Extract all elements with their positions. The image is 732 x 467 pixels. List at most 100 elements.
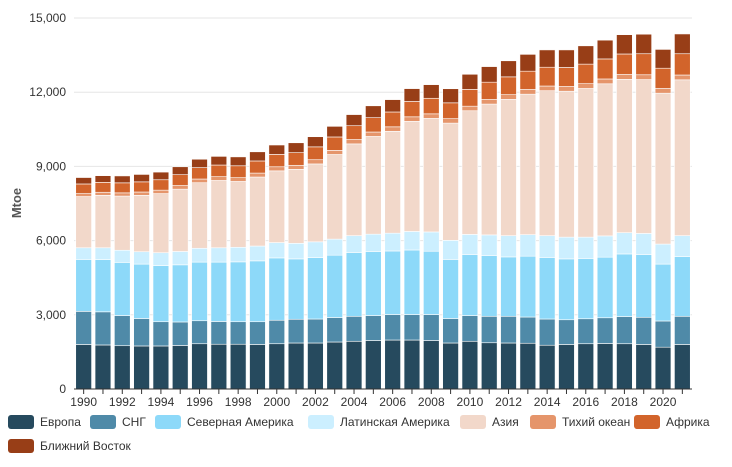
bar-segment[interactable] <box>481 81 498 100</box>
legend-item[interactable]: Тихий океан <box>530 413 630 431</box>
bar-segment[interactable] <box>500 342 517 390</box>
bar-segment[interactable] <box>500 60 517 78</box>
bar-segment[interactable] <box>307 159 324 165</box>
bar-segment[interactable] <box>114 315 131 347</box>
bar-segment[interactable] <box>596 83 614 237</box>
bar-segment[interactable] <box>538 344 556 390</box>
bar-segment[interactable] <box>635 74 652 80</box>
bar-segment[interactable] <box>519 255 537 318</box>
bar-segment[interactable] <box>152 321 170 347</box>
bar-segment[interactable] <box>577 83 594 89</box>
bar-segment[interactable] <box>500 235 517 258</box>
bar-segment[interactable] <box>287 318 305 344</box>
bar-segment[interactable] <box>635 316 652 345</box>
bar-segment[interactable] <box>268 257 285 321</box>
bar-segment[interactable] <box>442 118 459 124</box>
bar-segment[interactable] <box>442 342 459 390</box>
bar-segment[interactable] <box>172 166 189 175</box>
bar-segment[interactable] <box>616 232 633 255</box>
bar-segment[interactable] <box>616 253 633 317</box>
bar-segment[interactable] <box>191 178 208 184</box>
bar-segment[interactable] <box>674 315 691 345</box>
bar-segment[interactable] <box>307 342 324 390</box>
bar-segment[interactable] <box>345 252 363 317</box>
bar-segment[interactable] <box>75 247 92 260</box>
bar-segment[interactable] <box>519 93 537 235</box>
bar-segment[interactable] <box>654 49 672 69</box>
bar-segment[interactable] <box>365 117 382 133</box>
bar-segment[interactable] <box>596 58 614 80</box>
bar-segment[interactable] <box>403 231 421 251</box>
bar-segment[interactable] <box>268 166 285 172</box>
bar-segment[interactable] <box>674 74 691 81</box>
bar-segment[interactable] <box>287 142 305 153</box>
bar-segment[interactable] <box>191 261 208 322</box>
bar-segment[interactable] <box>596 39 614 60</box>
bar-segment[interactable] <box>616 79 633 233</box>
bar-segment[interactable] <box>558 90 575 238</box>
bar-segment[interactable] <box>152 179 170 191</box>
bar-segment[interactable] <box>365 251 382 316</box>
bar-segment[interactable] <box>152 252 170 266</box>
bar-segment[interactable] <box>654 67 672 89</box>
legend-item[interactable]: СНГ <box>90 413 146 431</box>
bar-segment[interactable] <box>345 340 363 390</box>
bar-segment[interactable] <box>365 105 382 118</box>
bar-segment[interactable] <box>423 314 440 341</box>
bar-segment[interactable] <box>94 175 112 183</box>
bar-segment[interactable] <box>461 340 479 390</box>
bar-segment[interactable] <box>384 314 401 341</box>
bar-segment[interactable] <box>229 181 247 248</box>
bar-segment[interactable] <box>674 235 691 257</box>
bar-segment[interactable] <box>538 318 556 346</box>
bar-segment[interactable] <box>423 340 440 390</box>
bar-segment[interactable] <box>577 343 594 390</box>
bar-segment[interactable] <box>481 315 498 344</box>
bar-segment[interactable] <box>307 136 324 148</box>
bar-segment[interactable] <box>210 343 228 390</box>
bar-segment[interactable] <box>654 320 672 348</box>
bar-segment[interactable] <box>365 340 382 390</box>
bar-segment[interactable] <box>481 255 498 317</box>
bar-segment[interactable] <box>133 191 150 196</box>
bar-segment[interactable] <box>481 342 498 390</box>
bar-segment[interactable] <box>326 136 343 151</box>
bar-segment[interactable] <box>403 116 421 122</box>
bar-segment[interactable] <box>423 250 440 315</box>
bar-segment[interactable] <box>268 242 285 259</box>
bar-segment[interactable] <box>249 321 266 345</box>
bar-segment[interactable] <box>674 79 691 236</box>
bar-segment[interactable] <box>423 97 440 115</box>
bar-segment[interactable] <box>191 182 208 249</box>
bar-segment[interactable] <box>268 144 285 155</box>
bar-segment[interactable] <box>442 122 459 241</box>
bar-segment[interactable] <box>133 345 150 390</box>
bar-segment[interactable] <box>365 131 382 137</box>
bar-segment[interactable] <box>268 343 285 390</box>
bar-segment[interactable] <box>500 256 517 317</box>
bar-segment[interactable] <box>287 164 305 170</box>
bar-segment[interactable] <box>500 94 517 100</box>
bar-segment[interactable] <box>365 233 382 252</box>
bar-segment[interactable] <box>403 88 421 102</box>
bar-segment[interactable] <box>326 154 343 240</box>
legend-item[interactable]: Ближний Восток <box>8 437 131 455</box>
bar-segment[interactable] <box>210 180 228 249</box>
bar-segment[interactable] <box>114 182 131 194</box>
bar-segment[interactable] <box>249 176 266 247</box>
bar-segment[interactable] <box>94 195 112 249</box>
bar-segment[interactable] <box>635 53 652 76</box>
bar-segment[interactable] <box>558 67 575 87</box>
bar-segment[interactable] <box>114 195 131 251</box>
bar-segment[interactable] <box>210 176 228 181</box>
bar-segment[interactable] <box>423 113 440 119</box>
bar-segment[interactable] <box>133 318 150 347</box>
bar-segment[interactable] <box>538 49 556 68</box>
bar-segment[interactable] <box>172 174 189 186</box>
bar-segment[interactable] <box>307 241 324 258</box>
bar-segment[interactable] <box>287 342 305 390</box>
bar-segment[interactable] <box>674 344 691 390</box>
bar-segment[interactable] <box>172 264 189 323</box>
bar-segment[interactable] <box>307 318 324 344</box>
bar-segment[interactable] <box>596 317 614 344</box>
